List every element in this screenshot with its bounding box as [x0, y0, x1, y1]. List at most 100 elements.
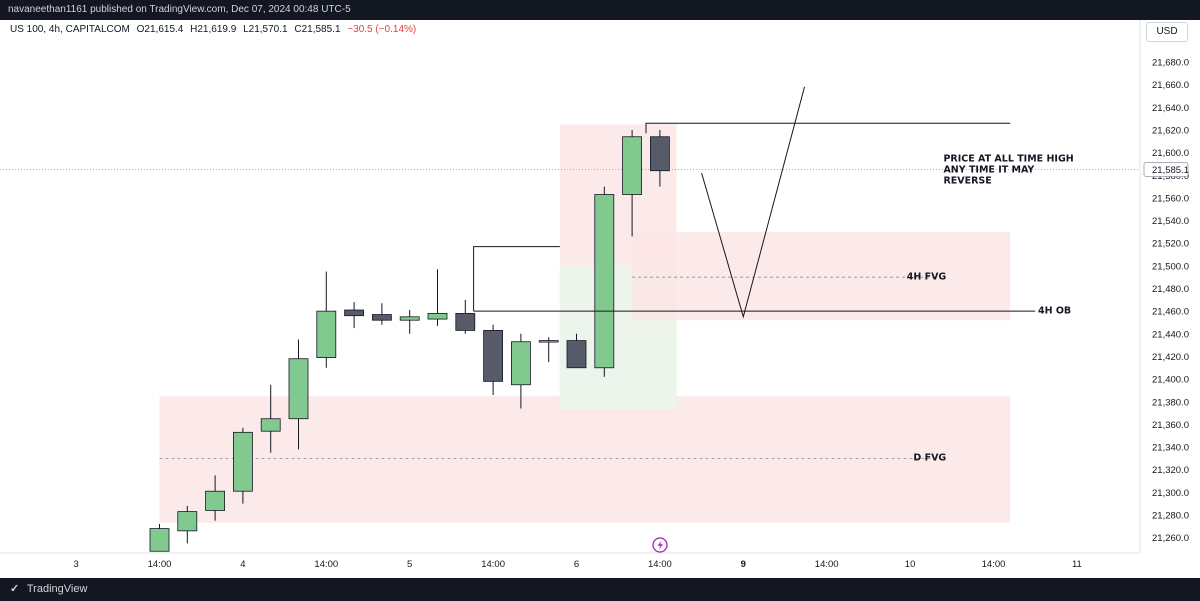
y-tick-label: 21,620.0 — [1152, 125, 1189, 136]
x-tick-label: 14:00 — [648, 559, 672, 570]
annotation: D FVG — [913, 453, 946, 464]
candle — [232, 427, 253, 504]
annotations-layer: PRICE AT ALL TIME HIGH ANY TIME IT MAY REV… — [907, 154, 1074, 464]
x-tick-label: 14:00 — [314, 559, 338, 570]
x-tick-label: 5 — [407, 559, 412, 570]
x-tick-label: 10 — [905, 559, 916, 570]
last-price-badge — [1143, 162, 1189, 177]
annotation-line: REVERSE — [943, 176, 991, 187]
x-tick-label: 9 — [741, 559, 746, 570]
candle-body — [427, 313, 448, 320]
candle-body — [650, 136, 670, 172]
candle — [344, 302, 365, 329]
x-tick-label: 14:00 — [148, 559, 172, 570]
x-tick-label: 6 — [574, 559, 579, 570]
publish-line: navaneethan1161 published on TradingView… — [8, 4, 351, 15]
candle — [205, 475, 226, 521]
candle — [594, 186, 615, 377]
candle — [510, 333, 531, 409]
y-tick-label: 21,560.0 — [1152, 193, 1189, 204]
y-tick-label: 21,640.0 — [1152, 103, 1189, 114]
legend-change: −30.5 (−0.14%) — [347, 24, 417, 35]
candle — [288, 339, 309, 450]
x-tick-label: 14:00 — [815, 559, 839, 570]
candle-body — [344, 309, 365, 317]
trend-line-2 — [645, 122, 1011, 134]
candle — [399, 310, 420, 334]
candle — [260, 384, 281, 453]
annotation: 4H OB — [1038, 305, 1071, 316]
candle — [566, 333, 587, 369]
candle-body — [260, 418, 281, 432]
dashed-levels-layer — [0, 169, 1140, 459]
candle — [427, 269, 448, 326]
currency-button[interactable]: USD — [1146, 22, 1188, 42]
candle — [483, 324, 504, 395]
publish-bar: navaneethan1161 published on TradingView… — [0, 0, 1200, 20]
zones-layer — [159, 124, 1011, 523]
candle-body — [149, 528, 170, 552]
y-tick-label: 21,460.0 — [1152, 307, 1189, 318]
price-chart[interactable]: PRICE AT ALL TIME HIGH ANY TIME IT MAY REV… — [0, 0, 1200, 578]
y-tick-label: 21,520.0 — [1152, 239, 1189, 250]
y-tick-label: 21,420.0 — [1152, 352, 1189, 363]
x-tick-label: 4 — [240, 559, 245, 570]
drawing-lines-layer — [473, 86, 1036, 319]
x-tick-label: 14:00 — [982, 559, 1006, 570]
annotation-line: 4H OB — [1038, 305, 1071, 316]
candle-body — [399, 316, 420, 321]
candle-body — [622, 136, 642, 195]
annotation-line: PRICE AT ALL TIME HIGH — [943, 154, 1073, 165]
lightning-icon[interactable] — [652, 537, 668, 553]
y-tick-label: 21,380.0 — [1152, 397, 1189, 408]
candle-body — [205, 490, 226, 511]
footer-bar: ✓ TradingView — [0, 578, 1200, 601]
annotation-line: 4H FVG — [907, 271, 947, 282]
y-tick-label: 21,680.0 — [1152, 58, 1189, 69]
x-tick-label: 14:00 — [481, 559, 505, 570]
candle — [622, 129, 642, 237]
annotation-line: D FVG — [913, 453, 946, 464]
annotation-line: ANY TIME IT MAY — [943, 165, 1034, 176]
x-tick-label: 3 — [73, 559, 78, 570]
y-tick-label: 21,600.0 — [1152, 148, 1189, 159]
annotation: 4H FVG — [907, 271, 947, 282]
y-tick-label: 21,300.0 — [1152, 488, 1189, 499]
y-tick-label: 21,500.0 — [1152, 261, 1189, 272]
candle-body — [566, 340, 587, 369]
time-axis[interactable]: 3 14:00 4 14:00 5 14:00 6 14:00 9 14:00 10 14:00 11 — [73, 559, 1081, 570]
legend-low: L21,570.1 — [243, 24, 288, 35]
candle — [371, 303, 392, 325]
y-tick-label: 21,660.0 — [1152, 80, 1189, 91]
candle-body — [316, 310, 337, 358]
candle-body — [538, 340, 559, 343]
trend-line-3 — [701, 86, 805, 319]
y-tick-label: 21,480.0 — [1152, 284, 1189, 295]
trend-line-1 — [473, 246, 560, 312]
footer-brand: TradingView — [26, 583, 88, 595]
candle — [316, 271, 337, 368]
candle-body — [288, 358, 309, 420]
y-tick-label: 21,320.0 — [1152, 465, 1189, 476]
candle — [149, 524, 170, 552]
candle-body — [455, 313, 476, 331]
y-tick-label: 21,340.0 — [1152, 443, 1189, 454]
zone-red-0 — [159, 396, 1011, 523]
y-tick-label: 21,260.0 — [1152, 533, 1189, 544]
legend-symbol: US 100, 4h, CAPITALCOM — [10, 24, 130, 35]
candle-body — [177, 511, 198, 532]
candle-body — [594, 194, 615, 369]
y-tick-label: 21,280.0 — [1152, 511, 1189, 522]
legend-close: C21,585.1 — [294, 24, 341, 35]
annotation: PRICE AT ALL TIME HIGH ANY TIME IT MAY REV… — [943, 154, 1073, 187]
y-tick-label: 21,440.0 — [1152, 329, 1189, 340]
y-tick-label: 21,400.0 — [1152, 375, 1189, 386]
price-axis[interactable]: 21,260.0 21,280.0 21,300.0 21,320.0 21,340.0… — [1143, 58, 1189, 545]
tradingview-logo-icon: ✓ — [10, 583, 20, 595]
candle — [177, 505, 198, 544]
candle — [650, 129, 670, 187]
zone-red-3 — [632, 231, 1011, 321]
candle-body — [510, 341, 531, 386]
legend-high: H21,619.9 — [190, 24, 237, 35]
candle — [455, 299, 476, 334]
